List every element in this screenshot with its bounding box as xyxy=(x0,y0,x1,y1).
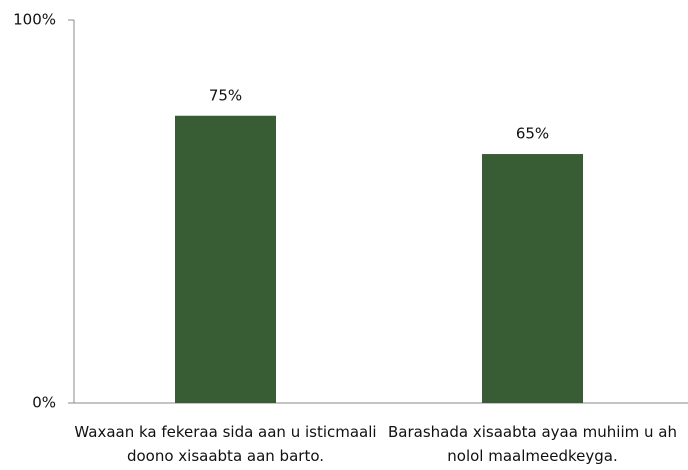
x-tick-label: Waxaan ka fekeraa sida aan u isticmaali … xyxy=(74,423,377,465)
y-tick-label: 0% xyxy=(32,394,56,412)
bar xyxy=(482,154,583,403)
value-label: 65% xyxy=(516,125,549,143)
bar xyxy=(175,115,276,403)
value-label: 75% xyxy=(209,86,242,104)
y-tick-label: 100% xyxy=(13,11,56,29)
x-tick-label: Barashada xisaabta ayaa muhiim u ah nolo… xyxy=(388,423,677,465)
